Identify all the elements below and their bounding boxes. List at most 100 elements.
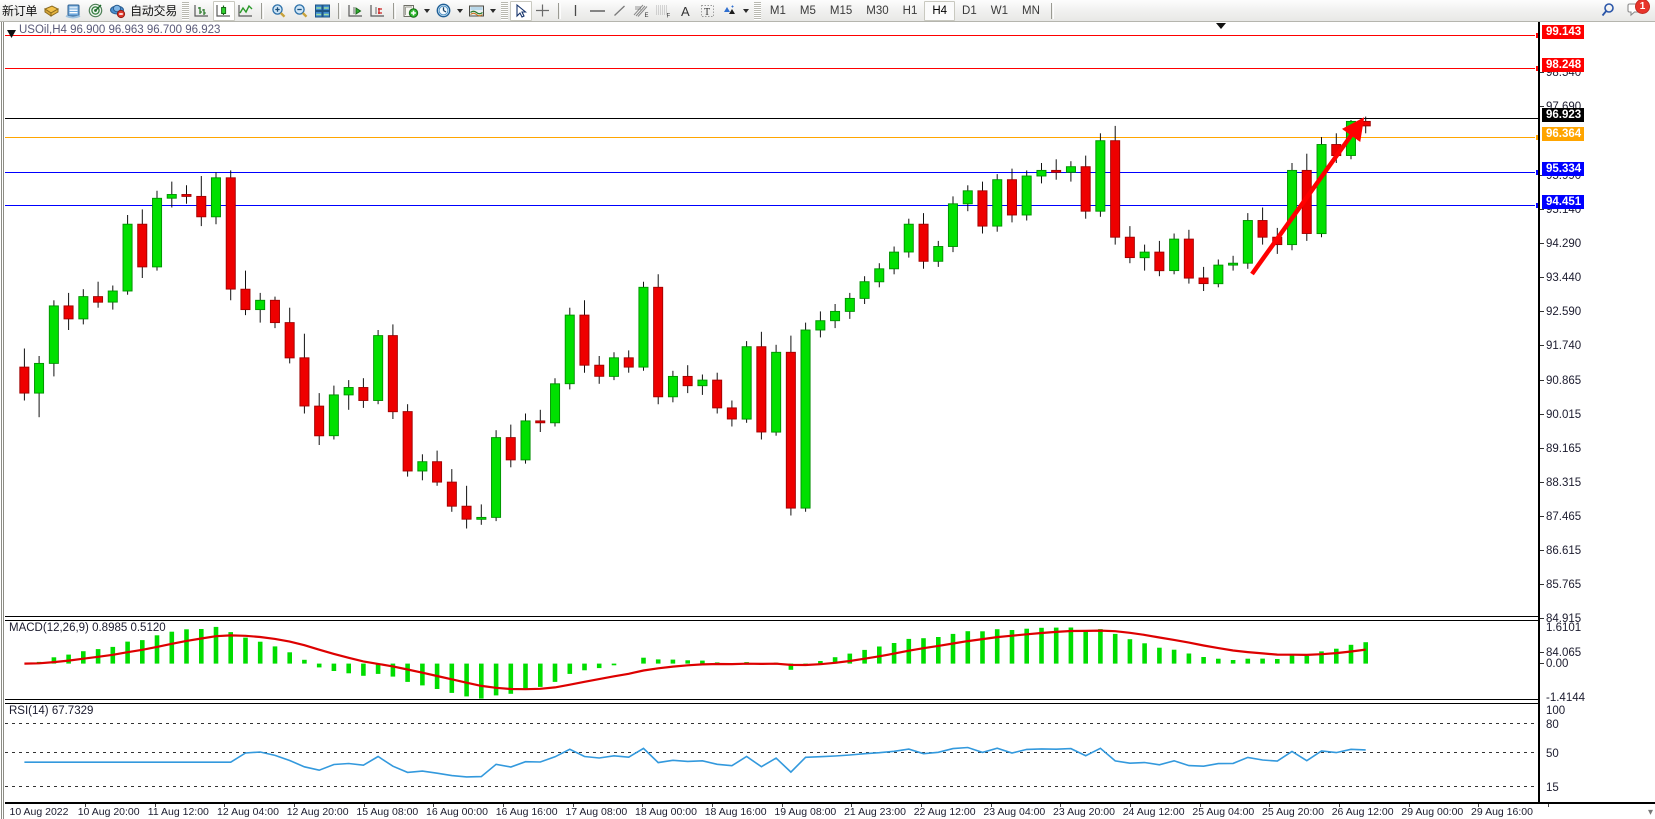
time-tick: 19 Aug 08:00 <box>774 806 837 818</box>
time-tick-separator <box>1269 804 1271 807</box>
toolbar-grip[interactable] <box>500 1 508 20</box>
price-axis[interactable]: 98.540 97.690 95.990 95.140 94.290 93.440 92.5… <box>1538 22 1655 802</box>
chevron-down-icon[interactable] <box>741 1 752 21</box>
price-tick-84065: 84.065 <box>1540 647 1581 659</box>
autotrading-label[interactable]: 自动交易 <box>130 3 177 18</box>
resize-corner-glyph[interactable]: ▾ <box>1647 807 1653 818</box>
new-order-button[interactable]: 新订单 <box>2 3 38 18</box>
autotrading-icon[interactable] <box>106 1 128 21</box>
notification-bubble-icon[interactable]: 1 <box>1627 0 1650 21</box>
macd-indicator-label: MACD(12,26,9) 0.8985 0.5120 <box>9 622 166 634</box>
svg-text:A: A <box>681 4 690 19</box>
rsi-pane[interactable]: RSI(14) 67.7329 <box>5 703 1538 802</box>
price-level-tag-98248[interactable]: 98.248 <box>1542 58 1585 72</box>
level-line-98248[interactable] <box>5 65 1538 72</box>
toolbar-right-group: 1 <box>1597 0 1655 21</box>
fibonacci-retracement-icon[interactable]: F <box>653 1 675 21</box>
chevron-down-icon[interactable] <box>422 1 433 21</box>
rsi-tick-50: 50 <box>1546 748 1559 760</box>
time-tick: 18 Aug 16:00 <box>704 806 767 818</box>
time-tick-separator <box>990 804 992 807</box>
price-level-tag-94451[interactable]: 94.451 <box>1542 195 1585 209</box>
time-tick-separator <box>921 804 922 807</box>
time-tick-separator <box>1408 804 1410 807</box>
main-toolbar: 新订单 <box>0 0 1655 22</box>
timeframe-m15[interactable]: M15 <box>829 4 853 17</box>
equidistant-channel-icon[interactable]: E <box>631 1 653 21</box>
market-watch-icon[interactable] <box>62 1 84 21</box>
toolbar-grip[interactable] <box>181 1 189 20</box>
time-tick: 10 Aug 20:00 <box>77 806 140 818</box>
time-tick: 16 Aug 16:00 <box>495 806 558 818</box>
price-level-tag-96364[interactable]: 96.364 <box>1542 127 1585 141</box>
time-tick: 29 Aug 16:00 <box>1471 806 1533 818</box>
timeframe-h4[interactable]: H4 <box>924 0 956 21</box>
price-tick-91740: 91.740 <box>1540 340 1581 352</box>
crosshair-icon[interactable] <box>532 1 554 21</box>
objects-list-icon[interactable] <box>719 1 741 21</box>
chart-autoscroll-icon[interactable] <box>367 1 389 21</box>
rsi-level-50-line <box>5 752 1538 753</box>
time-tick-separator <box>363 804 365 807</box>
rsi-series <box>24 746 1366 778</box>
navigator-icon[interactable] <box>84 1 106 21</box>
macd-series <box>24 626 1368 699</box>
timeframe-w1[interactable]: W1 <box>990 4 1008 17</box>
timeframe-mn[interactable]: MN <box>1022 4 1040 17</box>
search-icon[interactable] <box>1597 1 1619 21</box>
price-level-tag-96923[interactable]: 96.923 <box>1542 108 1585 122</box>
chart-canvas-area[interactable]: USOil,H4 96.900 96.963 96.700 96.923 <box>0 22 1655 819</box>
timeframe-m1[interactable]: M1 <box>769 4 786 17</box>
text-box-icon[interactable]: T <box>697 1 719 21</box>
level-line-99143[interactable] <box>5 32 1538 39</box>
price-level-tag-95334[interactable]: 95.334 <box>1542 162 1585 176</box>
template-icon[interactable] <box>466 1 488 21</box>
zoom-in-icon[interactable] <box>268 1 290 21</box>
price-pane[interactable]: USOil,H4 96.900 96.963 96.700 96.923 <box>5 22 1538 612</box>
toolbar-separator <box>337 2 342 20</box>
chevron-down-icon[interactable] <box>488 1 499 21</box>
time-tick: 25 Aug 20:00 <box>1262 806 1324 818</box>
horizontal-line-icon[interactable] <box>587 1 609 21</box>
bullish-breakout-arrow-annotation[interactable] <box>5 22 1538 612</box>
add-indicator-icon[interactable] <box>400 1 422 21</box>
vertical-line-icon[interactable] <box>565 1 587 21</box>
chevron-down-icon[interactable] <box>455 1 466 21</box>
time-tick-separator <box>642 804 644 807</box>
timeframe-h1[interactable]: H1 <box>902 4 918 17</box>
svg-text:F: F <box>667 13 671 19</box>
zoom-out-icon[interactable] <box>290 1 312 21</box>
tile-windows-icon[interactable] <box>312 1 334 21</box>
chart-shift-icon[interactable] <box>345 1 367 21</box>
toolbar-separator <box>557 2 562 20</box>
toolbar-grip[interactable] <box>753 1 761 20</box>
rsi-indicator-label: RSI(14) 67.7329 <box>9 705 94 717</box>
new-order-icon[interactable] <box>40 1 62 21</box>
time-axis[interactable]: 10 Aug 2022 10 Aug 20:00 11 Aug 12:00 12 Au… <box>5 802 1655 819</box>
price-tick-89165: 89.165 <box>1540 443 1581 455</box>
time-tick-separator <box>1199 804 1201 807</box>
period-clock-icon[interactable] <box>433 1 455 21</box>
cursor-icon[interactable] <box>509 0 532 21</box>
text-label-icon[interactable]: A <box>675 1 697 21</box>
macd-pane[interactable]: MACD(12,26,9) 0.8985 0.5120 <box>5 620 1538 700</box>
timeframe-d1[interactable]: D1 <box>962 4 977 17</box>
time-tick: 12 Aug 20:00 <box>286 806 349 818</box>
timeframe-m30[interactable]: M30 <box>866 4 889 17</box>
line-chart-icon[interactable] <box>235 1 257 21</box>
time-tick-separator <box>224 804 226 807</box>
time-tick: 15 Aug 08:00 <box>356 806 419 818</box>
candlestick-chart-icon[interactable] <box>212 0 235 21</box>
level-line-94451[interactable] <box>5 202 1538 209</box>
level-line-95334[interactable] <box>5 169 1538 176</box>
time-tick: 11 Aug 12:00 <box>147 806 209 818</box>
level-line-96364[interactable] <box>5 134 1538 141</box>
trendline-icon[interactable] <box>609 1 631 21</box>
timeframe-m5[interactable]: M5 <box>799 4 816 17</box>
chart-symbol-header: USOil,H4 96.900 96.963 96.700 96.923 <box>19 24 221 36</box>
price-level-tag-99143[interactable]: 99.143 <box>1542 25 1585 39</box>
price-tick-94290: 94.290 <box>1540 238 1581 250</box>
bar-chart-icon[interactable] <box>191 1 213 21</box>
price-tick-87465: 87.465 <box>1540 511 1581 523</box>
candlestick-series <box>19 116 1371 529</box>
